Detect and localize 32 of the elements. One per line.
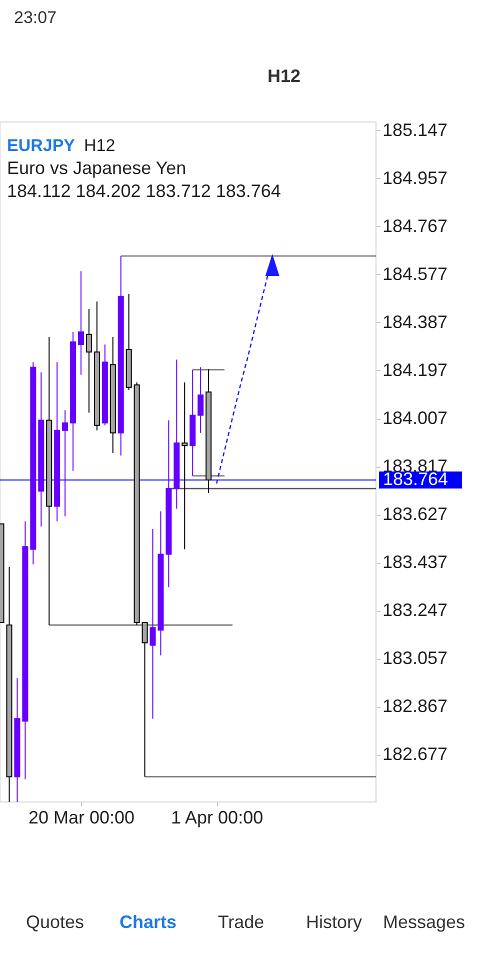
text: Charts xyxy=(119,912,177,932)
candlestick xyxy=(78,270,84,376)
y-tick-label: 183.057 xyxy=(382,648,448,668)
y-tick-label: 182.677 xyxy=(382,744,448,764)
y-tick-label: 184.577 xyxy=(382,264,448,284)
text: Trade xyxy=(218,912,264,932)
candlestick xyxy=(198,366,204,434)
y-tick-label: 183.437 xyxy=(382,552,448,572)
text: 23:07 xyxy=(14,8,57,27)
y-tick-label: 184.957 xyxy=(382,168,448,188)
y-tick-label: 184.197 xyxy=(382,360,448,380)
y-tick-label: 183.247 xyxy=(382,600,448,620)
candlestick xyxy=(86,308,92,414)
y-tick-label: 184.387 xyxy=(382,312,448,332)
annotation: H12 xyxy=(84,136,116,155)
candlestick xyxy=(62,410,68,517)
y-tick-label: 183.627 xyxy=(382,504,448,524)
text: History xyxy=(306,912,362,932)
x-tick-label: 1 Apr 00:00 xyxy=(171,808,264,828)
y-tick-label: 185.147 xyxy=(382,120,448,140)
y-tick-label: 184.767 xyxy=(382,216,448,236)
y-tick-label: 184.007 xyxy=(382,408,448,428)
y-tick-label: 182.867 xyxy=(382,696,448,716)
candlestick xyxy=(182,382,188,550)
text: Messages xyxy=(382,912,466,932)
text: Euro vs Japanese Yen xyxy=(7,158,186,178)
text: H12 xyxy=(267,66,301,86)
text: EURJPY xyxy=(7,136,76,155)
annotation: 184.112 184.202 183.712 183.764 xyxy=(7,181,281,201)
candlestick xyxy=(142,622,148,778)
text: Quotes xyxy=(26,912,84,932)
x-tick-label: 20 Mar 00:00 xyxy=(28,808,135,828)
